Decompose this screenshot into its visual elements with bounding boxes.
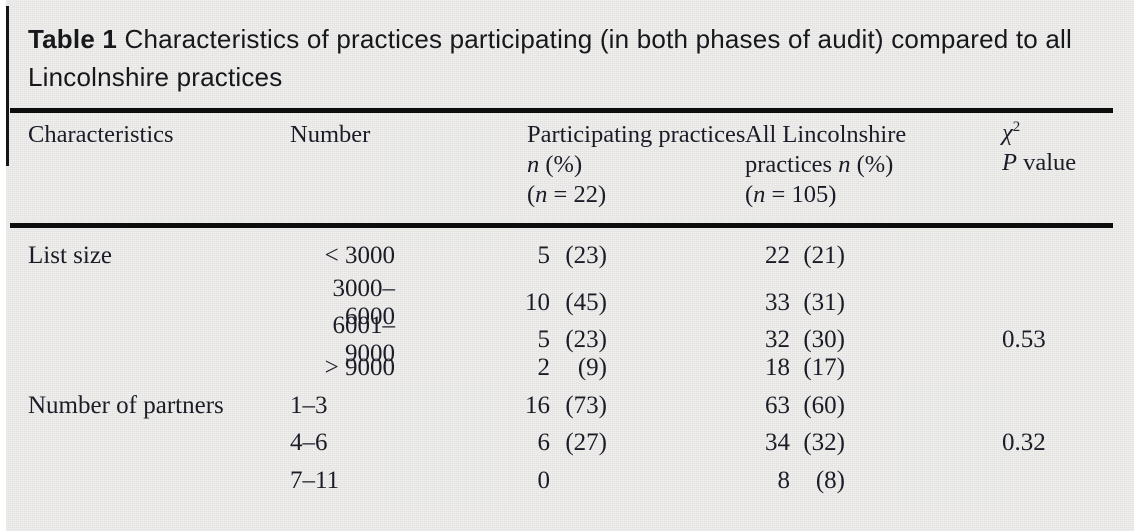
cell-all-lincolnshire-count: 18 bbox=[765, 354, 790, 382]
cell-participating-percent: (23) bbox=[565, 241, 607, 269]
table-body: List size < 3000 5 (23) 22 (21) 3000–600… bbox=[0, 237, 1137, 500]
header-chi-square: χ2 bbox=[1002, 118, 1021, 146]
table-row: 7–11 0 8 (8) bbox=[0, 462, 1137, 500]
column-header-characteristics: Characteristics bbox=[28, 120, 174, 150]
cell-participating-percent: (9) bbox=[577, 354, 607, 382]
cell-participating-percent: (73) bbox=[565, 391, 607, 419]
cell-participating-percent: (23) bbox=[565, 326, 607, 353]
table-row: 6001–9000 5 (23) 32 (30) 0.53 bbox=[0, 312, 1137, 367]
column-header-participating-practices: Participating practices n (%) (n = 22) bbox=[527, 120, 745, 210]
cell-number-range: 1–3 bbox=[290, 391, 328, 419]
cell-all-lincolnshire-count: 63 bbox=[765, 391, 790, 419]
table-caption-text: Characteristics of practices participati… bbox=[28, 24, 1072, 92]
cell-number-range: > 9000 bbox=[324, 354, 395, 382]
cell-p-value: 0.53 bbox=[1002, 326, 1046, 353]
cell-p-value: 0.32 bbox=[1002, 429, 1046, 457]
table-top-rule bbox=[10, 108, 1113, 113]
cell-all-lincolnshire-count: 8 bbox=[777, 466, 791, 494]
cell-all-lincolnshire-percent: (31) bbox=[803, 288, 845, 316]
cell-participating-count: 2 bbox=[537, 354, 551, 382]
cell-participating-percent: (27) bbox=[565, 429, 607, 457]
cell-all-lincolnshire-percent: (60) bbox=[803, 391, 845, 419]
header-number-label: Number bbox=[290, 121, 371, 148]
table-number-label: Table 1 bbox=[28, 24, 118, 54]
cell-participating-percent: (45) bbox=[565, 288, 607, 316]
header-participating-line2: n (%) bbox=[527, 151, 583, 178]
header-characteristics-label: Characteristics bbox=[28, 121, 174, 148]
cell-characteristic-group: Number of partners bbox=[28, 391, 224, 419]
cell-all-lincolnshire-percent: (21) bbox=[803, 241, 845, 269]
left-edge-scan-artifact-line bbox=[6, 6, 9, 166]
cell-participating-count: 16 bbox=[525, 391, 550, 419]
cell-participating-count: 6 bbox=[537, 429, 551, 457]
table-header-rule bbox=[10, 223, 1113, 228]
cell-number-range: < 3000 bbox=[324, 241, 395, 269]
table-caption: Table 1 Characteristics of practices par… bbox=[28, 20, 1120, 96]
cell-participating-count: 5 bbox=[537, 241, 551, 269]
table-row: Number of partners 1–3 16 (73) 63 (60) bbox=[0, 387, 1137, 425]
table-row: > 9000 2 (9) 18 (17) bbox=[0, 350, 1137, 388]
cell-number-range: 4–6 bbox=[290, 429, 328, 457]
cell-all-lincolnshire-percent: (8) bbox=[815, 466, 845, 494]
header-all-line2: practices n (%) bbox=[745, 151, 894, 178]
column-header-all-lincolnshire: All Lincolnshire practices n (%) (n = 10… bbox=[745, 120, 906, 210]
cell-number-range: 3000–6000 bbox=[332, 274, 396, 330]
cell-all-lincolnshire-count: 22 bbox=[765, 241, 790, 269]
cell-all-lincolnshire-percent: (17) bbox=[803, 354, 845, 382]
header-participating-line3: (n = 22) bbox=[527, 181, 607, 208]
cell-participating-count: 10 bbox=[525, 288, 550, 316]
cell-all-lincolnshire-count: 33 bbox=[765, 288, 790, 316]
column-header-chi-square-p-value: χ2 P value bbox=[1002, 118, 1076, 178]
header-all-line1: All Lincolnshire bbox=[745, 121, 907, 148]
gray-scan-background bbox=[6, 0, 1134, 531]
cell-participating-count: 5 bbox=[537, 326, 551, 353]
header-all-line3: (n = 105) bbox=[745, 181, 837, 208]
cell-all-lincolnshire-percent: (32) bbox=[803, 429, 845, 457]
header-participating-line1: Participating practices bbox=[527, 121, 746, 148]
table-row: 3000–6000 10 (45) 33 (31) bbox=[0, 275, 1137, 330]
cell-number-range: 6001–9000 bbox=[332, 312, 396, 367]
header-p-value: P value bbox=[1002, 149, 1077, 176]
cell-all-lincolnshire-count: 32 bbox=[765, 326, 790, 353]
column-header-number: Number bbox=[290, 120, 370, 150]
table-row: 4–6 6 (27) 34 (32) 0.32 bbox=[0, 425, 1137, 463]
cell-characteristic-group: List size bbox=[28, 241, 113, 269]
cell-all-lincolnshire-count: 34 bbox=[765, 429, 790, 457]
cell-participating-count: 0 bbox=[537, 466, 551, 494]
cell-all-lincolnshire-percent: (30) bbox=[803, 326, 845, 353]
table-row: List size < 3000 5 (23) 22 (21) bbox=[0, 237, 1137, 275]
cell-number-range: 7–11 bbox=[290, 466, 340, 494]
